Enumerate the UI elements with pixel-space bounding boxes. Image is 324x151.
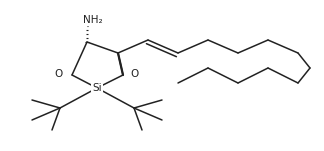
Text: NH₂: NH₂ xyxy=(83,15,103,25)
Text: Si: Si xyxy=(92,83,102,93)
Text: O: O xyxy=(130,69,138,79)
Text: O: O xyxy=(55,69,63,79)
